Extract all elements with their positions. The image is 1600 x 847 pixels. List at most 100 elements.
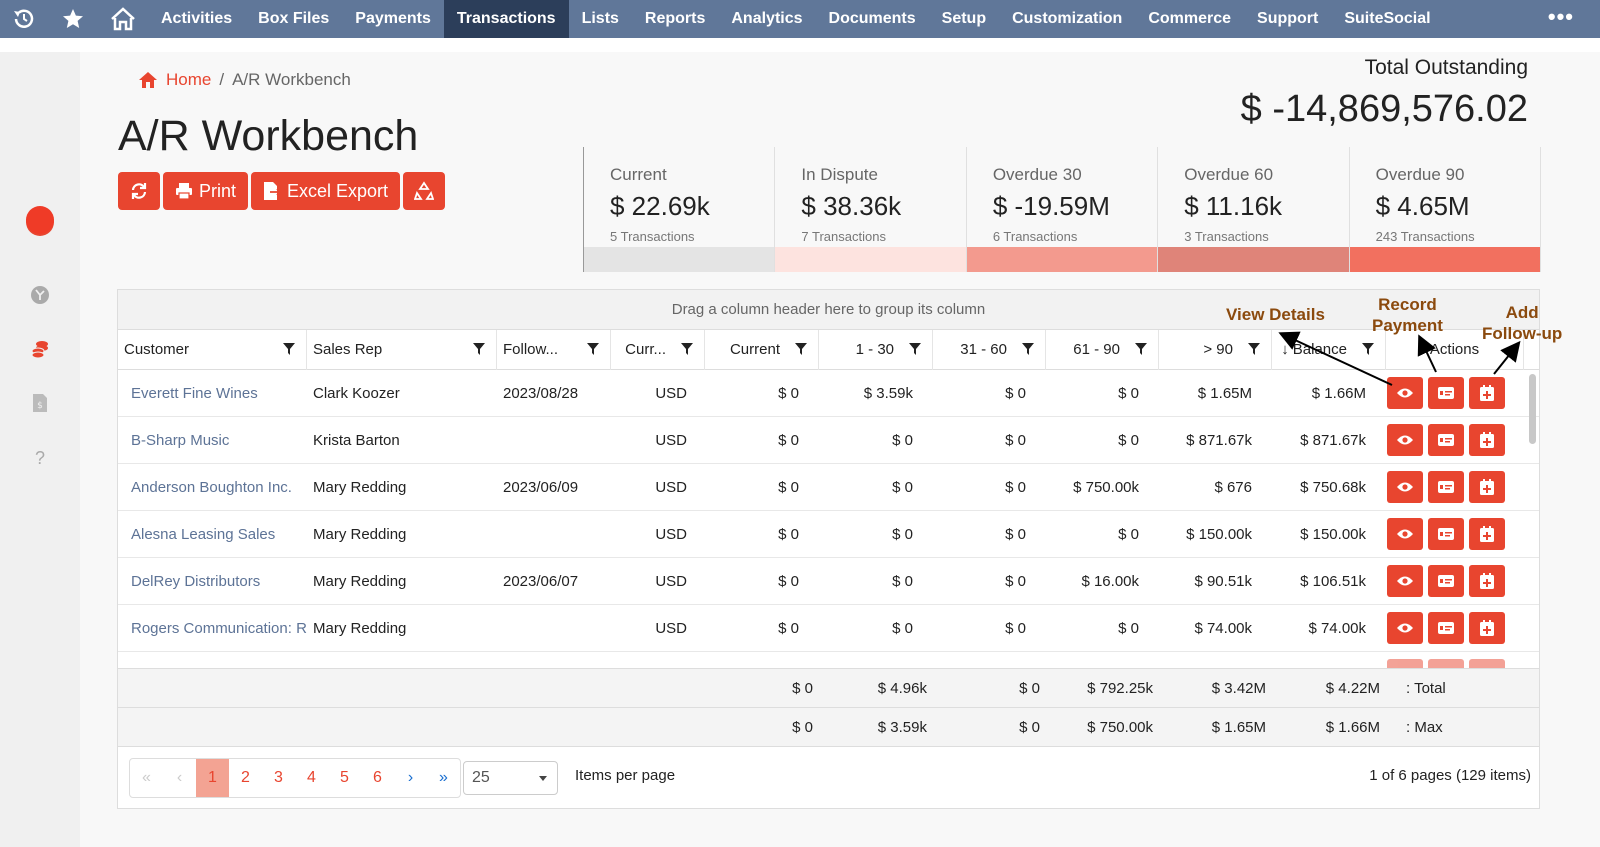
- view-details-button[interactable]: [1387, 377, 1423, 409]
- nav-item-box-files[interactable]: Box Files: [258, 10, 330, 27]
- table-row[interactable]: Anderson Boughton Inc. Mary Redding 2023/0…: [118, 464, 1539, 511]
- nav-item-activities[interactable]: Activities: [161, 10, 233, 27]
- view-details-button[interactable]: [1387, 424, 1423, 456]
- row-action-button[interactable]: [1387, 659, 1423, 668]
- page-button-6[interactable]: 6: [373, 769, 382, 786]
- cell-customer[interactable]: DelRey Distributors: [131, 572, 261, 590]
- table-row[interactable]: [118, 652, 1539, 668]
- column-header-curr[interactable]: Curr...: [611, 330, 705, 370]
- cell-customer[interactable]: Alesna Leasing Sales: [131, 525, 276, 543]
- add-follow-up-button[interactable]: [1469, 612, 1505, 644]
- table-row[interactable]: DelRey Distributors Mary Redding 2023/06/0…: [118, 558, 1539, 605]
- nav-item-setup[interactable]: Setup: [941, 10, 987, 27]
- cell-customer[interactable]: Everett Fine Wines: [131, 384, 258, 402]
- filter-icon[interactable]: [794, 342, 808, 356]
- filter-icon[interactable]: [1134, 342, 1148, 356]
- nav-item-transactions[interactable]: Transactions: [443, 0, 569, 38]
- recycle-button[interactable]: [403, 172, 446, 210]
- home-icon[interactable]: [98, 0, 148, 38]
- more-menu-icon[interactable]: •••: [1547, 4, 1574, 29]
- add-follow-up-button[interactable]: [1469, 518, 1505, 550]
- column-header-follow[interactable]: Follow...: [497, 330, 611, 370]
- table-row[interactable]: Rogers Communication: Re Mary Redding USD $…: [118, 605, 1539, 652]
- cell-customer[interactable]: Rogers Communication: Re: [131, 619, 307, 637]
- record-payment-button[interactable]: [1428, 377, 1464, 409]
- cell-customer[interactable]: B-Sharp Music: [131, 431, 230, 449]
- page-button-5[interactable]: 5: [340, 769, 349, 786]
- items-per-page-select[interactable]: 25: [463, 761, 558, 795]
- next-page-icon[interactable]: ›: [407, 769, 414, 786]
- status-dot-icon[interactable]: [0, 204, 80, 238]
- star-icon[interactable]: [48, 0, 98, 38]
- invoice-icon[interactable]: $: [0, 393, 80, 413]
- filter-icon[interactable]: [282, 342, 296, 356]
- add-follow-up-button[interactable]: [1469, 424, 1505, 456]
- nav-item-support[interactable]: Support: [1257, 10, 1319, 27]
- add-follow-up-button[interactable]: [1469, 377, 1505, 409]
- column-header-current[interactable]: Current: [705, 330, 819, 370]
- dashboard-icon[interactable]: [0, 285, 80, 305]
- home-breadcrumb-icon[interactable]: [138, 71, 158, 89]
- nav-item-suitesocial[interactable]: SuiteSocial: [1344, 10, 1431, 27]
- nav-item-lists[interactable]: Lists: [581, 10, 619, 27]
- table-row[interactable]: Everett Fine Wines Clark Koozer 2023/08/28…: [118, 370, 1539, 417]
- page-button-1[interactable]: 1: [196, 759, 229, 797]
- filter-icon[interactable]: [1247, 342, 1261, 356]
- card-overdue-60[interactable]: Overdue 60 $ 11.16k 3 Transactions: [1158, 147, 1350, 272]
- page-button-3[interactable]: 3: [274, 769, 283, 786]
- recent-icon[interactable]: [0, 0, 48, 38]
- sort-desc-icon[interactable]: ↓: [1281, 341, 1289, 358]
- column-header-90[interactable]: > 90: [1159, 330, 1272, 370]
- table-row[interactable]: Alesna Leasing Sales Mary Redding USD $ 0 $ …: [118, 511, 1539, 558]
- column-header-balance[interactable]: ↓ Balance: [1272, 330, 1386, 370]
- page-button-4[interactable]: 4: [307, 769, 316, 786]
- grid-scrollbar[interactable]: [1529, 374, 1536, 444]
- card-in-dispute[interactable]: In Dispute $ 38.36k 7 Transactions: [775, 147, 967, 272]
- card-current[interactable]: Current $ 22.69k 5 Transactions: [584, 147, 776, 272]
- card-overdue-90[interactable]: Overdue 90 $ 4.65M 243 Transactions: [1349, 147, 1542, 272]
- refresh-button[interactable]: [118, 172, 160, 210]
- nav-item-documents[interactable]: Documents: [828, 10, 916, 27]
- filter-icon[interactable]: [1021, 342, 1035, 356]
- record-payment-button[interactable]: [1428, 612, 1464, 644]
- first-page-icon[interactable]: «: [142, 769, 151, 786]
- filter-icon[interactable]: [1361, 342, 1375, 356]
- view-details-button[interactable]: [1387, 471, 1423, 503]
- add-follow-up-button[interactable]: [1469, 471, 1505, 503]
- row-action-button[interactable]: [1469, 659, 1505, 668]
- record-payment-button[interactable]: [1428, 518, 1464, 550]
- add-follow-up-button[interactable]: [1469, 565, 1505, 597]
- table-row[interactable]: B-Sharp Music Krista Barton USD $ 0 $ 0 $ 0 $ …: [118, 417, 1539, 464]
- card-overdue-30[interactable]: Overdue 30 $ -19.59M 6 Transactions: [966, 147, 1159, 272]
- help-icon[interactable]: ?: [34, 448, 45, 468]
- view-details-button[interactable]: [1387, 518, 1423, 550]
- nav-item-customization[interactable]: Customization: [1012, 10, 1123, 27]
- record-payment-button[interactable]: [1428, 424, 1464, 456]
- column-header-sales-rep[interactable]: Sales Rep: [307, 330, 497, 370]
- group-drop-panel[interactable]: Drag a column header here to group its c…: [118, 290, 1539, 330]
- record-payment-button[interactable]: [1428, 471, 1464, 503]
- nav-item-analytics[interactable]: Analytics: [731, 10, 803, 27]
- breadcrumb-home-link[interactable]: Home: [166, 70, 212, 89]
- nav-item-commerce[interactable]: Commerce: [1148, 10, 1232, 27]
- coins-icon[interactable]: [0, 339, 80, 359]
- column-header-31-60[interactable]: 31 - 60: [933, 330, 1046, 370]
- column-header-61-90[interactable]: 61 - 90: [1046, 330, 1159, 370]
- print-button[interactable]: Print: [163, 172, 249, 210]
- page-button-2[interactable]: 2: [241, 769, 250, 786]
- view-details-button[interactable]: [1387, 565, 1423, 597]
- column-header-customer[interactable]: Customer: [118, 330, 307, 370]
- column-header-actions[interactable]: Actions: [1386, 330, 1524, 370]
- filter-icon[interactable]: [680, 342, 694, 356]
- record-payment-button[interactable]: [1428, 565, 1464, 597]
- prev-page-icon[interactable]: ‹: [176, 769, 183, 786]
- excel-export-button[interactable]: Excel Export: [251, 172, 401, 210]
- nav-item-payments[interactable]: Payments: [355, 10, 431, 27]
- cell-customer[interactable]: Anderson Boughton Inc.: [131, 478, 292, 496]
- view-details-button[interactable]: [1387, 612, 1423, 644]
- filter-icon[interactable]: [908, 342, 922, 356]
- last-page-icon[interactable]: »: [439, 769, 448, 786]
- row-action-button[interactable]: [1428, 659, 1464, 668]
- nav-item-reports[interactable]: Reports: [644, 10, 706, 27]
- filter-icon[interactable]: [472, 342, 486, 356]
